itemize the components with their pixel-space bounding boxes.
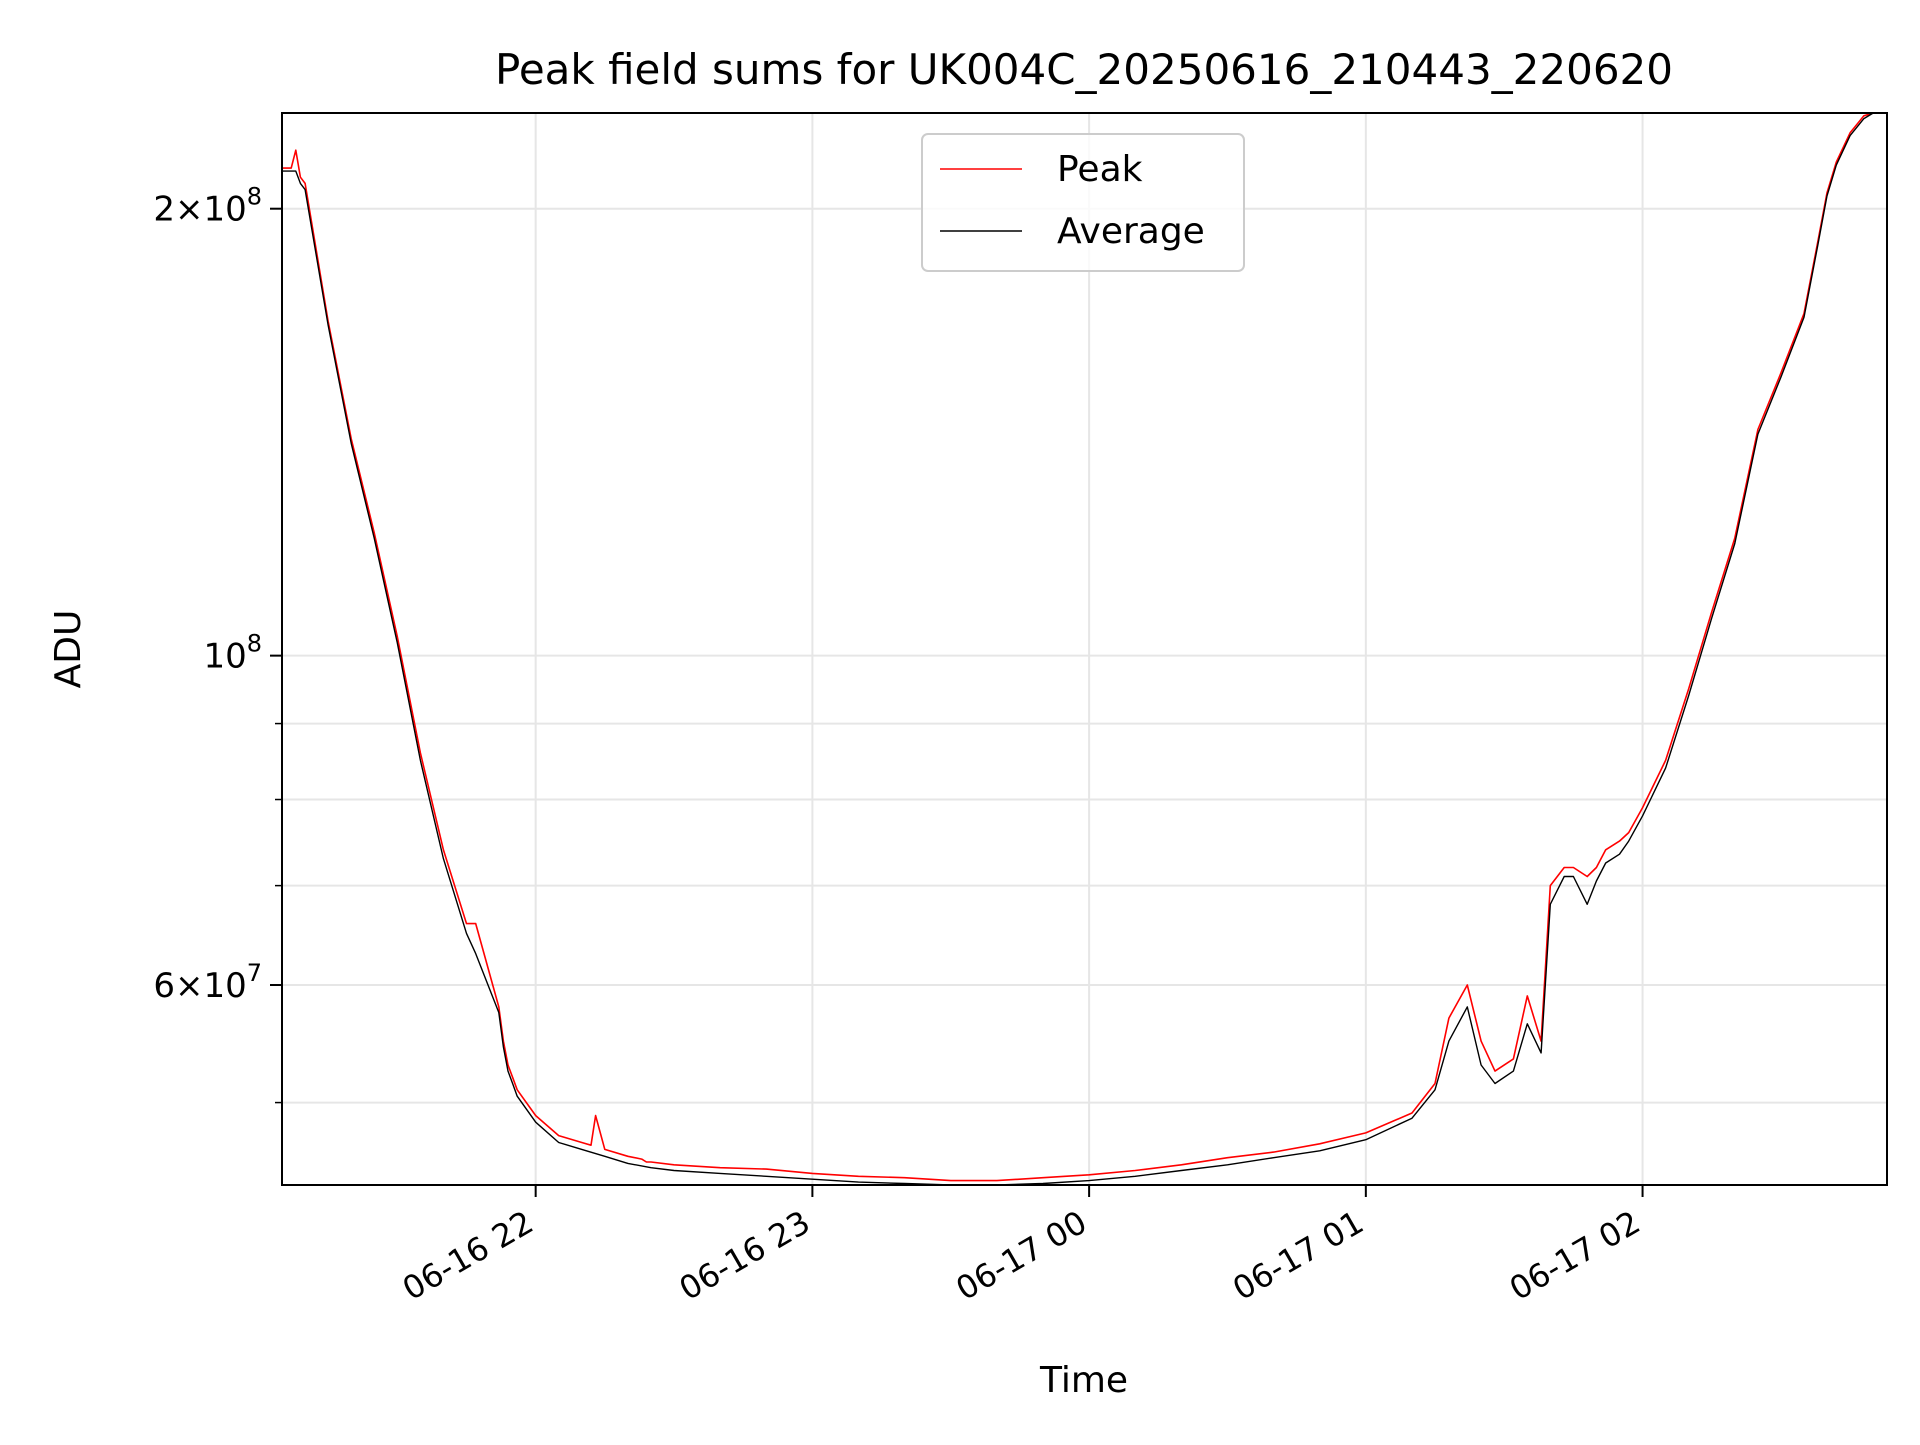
y-tick-label: 6×107: [153, 959, 262, 1006]
y-tick-exponent: 8: [247, 183, 262, 211]
y-tick-mantissa: 2: [153, 190, 175, 230]
y-tick-mantissa: 6: [153, 966, 175, 1006]
y-tick-exponent: 8: [247, 630, 262, 658]
legend-label-average: Average: [1057, 211, 1205, 252]
y-tick-label: 108: [203, 630, 262, 677]
x-axis-label: Time: [1039, 1360, 1128, 1401]
y-tick-base: 10: [203, 637, 246, 677]
y-tick-times: ×: [175, 190, 204, 230]
series-layer: [282, 112, 1887, 1186]
y-axis-label: ADU: [48, 610, 89, 689]
y-tick-base: 10: [203, 966, 246, 1006]
series-line-average: [282, 112, 1887, 1186]
y-tick-exponent: 7: [247, 959, 262, 987]
y-tick-label: 2×108: [153, 183, 262, 230]
y-tick-times: ×: [175, 966, 204, 1006]
y-tick-base: 10: [203, 190, 246, 230]
legend: Peak Average: [921, 133, 1245, 272]
grid-layer: [282, 113, 1887, 1185]
chart-title: Peak field sums for UK004C_20250616_2104…: [495, 45, 1673, 94]
series-line-peak: [282, 112, 1887, 1182]
plot-frame: [281, 112, 1888, 1186]
legend-label-peak: Peak: [1057, 149, 1143, 190]
